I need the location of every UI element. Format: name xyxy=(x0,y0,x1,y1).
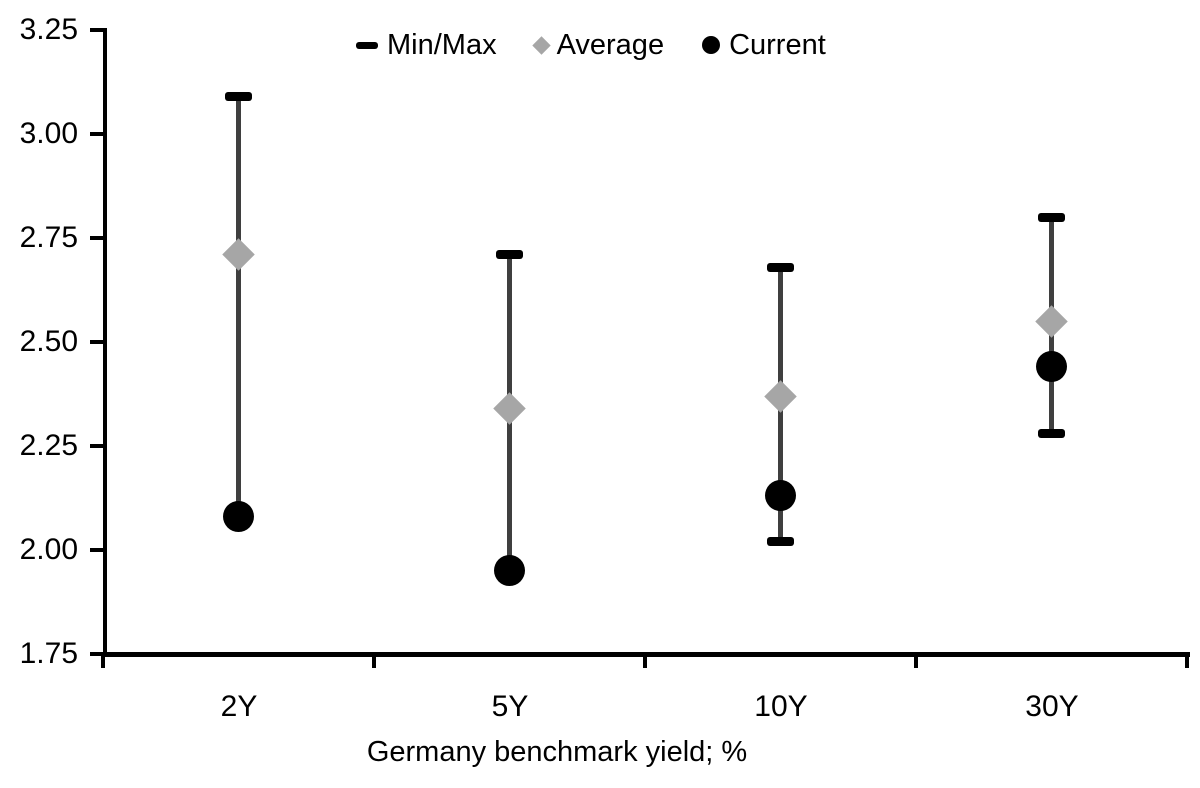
current-marker-10y xyxy=(765,480,796,511)
x-tick xyxy=(372,654,376,668)
circle-legend-icon xyxy=(702,36,721,54)
y-tick xyxy=(90,28,104,32)
x-category-label: 5Y xyxy=(491,690,529,723)
min-cap-30y xyxy=(1038,429,1065,438)
y-tick-label: 1.75 xyxy=(19,637,78,670)
average-marker-30y xyxy=(1035,305,1068,338)
x-tick xyxy=(914,654,918,668)
average-marker-10y xyxy=(764,380,797,413)
min-cap-10y xyxy=(767,537,794,546)
legend-label: Min/Max xyxy=(387,29,497,61)
max-cap-30y xyxy=(1038,213,1065,222)
legend: Min/Max Average Current xyxy=(356,27,826,63)
current-marker-5y xyxy=(494,555,525,586)
legend-item-average: Average xyxy=(531,27,665,63)
y-tick-label: 3.00 xyxy=(19,117,78,150)
y-tick-label: 3.25 xyxy=(19,13,78,46)
average-marker-2y xyxy=(222,238,255,271)
legend-label: Current xyxy=(729,29,826,61)
y-axis xyxy=(103,28,107,656)
max-cap-10y xyxy=(767,263,794,272)
dash-legend-icon xyxy=(356,41,378,49)
legend-label: Average xyxy=(556,29,665,61)
y-tick xyxy=(90,132,104,136)
max-cap-5y xyxy=(496,250,523,259)
x-category-label: 30Y xyxy=(1025,690,1079,723)
current-marker-2y xyxy=(223,501,254,532)
x-category-label: 10Y xyxy=(754,690,808,723)
y-tick xyxy=(90,236,104,240)
y-tick xyxy=(90,652,104,656)
y-tick-label: 2.50 xyxy=(19,325,78,358)
y-tick-label: 2.00 xyxy=(19,533,78,566)
x-tick xyxy=(101,654,105,668)
x-tick xyxy=(1185,654,1189,668)
x-category-label: 2Y xyxy=(220,690,258,723)
y-tick-label: 2.25 xyxy=(19,429,78,462)
y-tick-label: 2.75 xyxy=(19,221,78,254)
current-marker-30y xyxy=(1036,351,1067,382)
y-tick xyxy=(90,444,104,448)
legend-item-current: Current xyxy=(702,27,826,63)
whisker-2y xyxy=(236,97,241,517)
max-cap-2y xyxy=(225,92,252,101)
diamond-legend-icon xyxy=(531,35,551,55)
x-tick xyxy=(643,654,647,668)
x-axis-title: Germany benchmark yield; % xyxy=(366,736,748,768)
y-tick xyxy=(90,548,104,552)
average-marker-5y xyxy=(493,392,526,425)
legend-item-min-max: Min/Max xyxy=(356,27,497,63)
y-tick xyxy=(90,340,104,344)
